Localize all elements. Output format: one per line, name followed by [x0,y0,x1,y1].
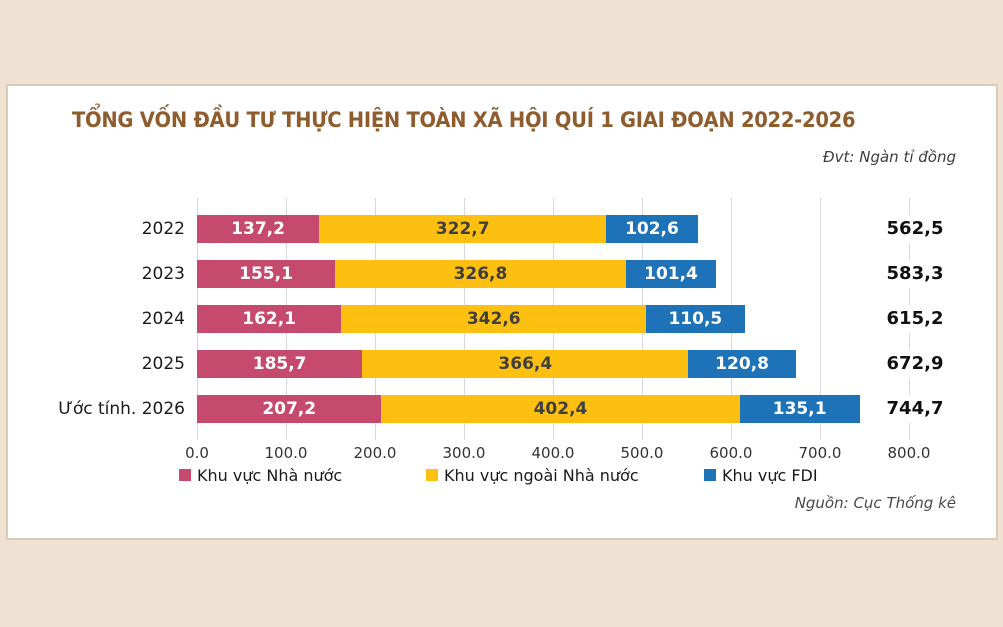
bar-segment: 366,4 [362,350,689,378]
bar-segment: 322,7 [319,215,607,243]
bar-segment: 402,4 [381,395,740,423]
total-label: 744,7 [869,395,961,423]
unit-note: Đvt: Ngàn tỉ đồng [823,148,956,166]
chart-panel: TỔNG VỐN ĐẦU TƯ THỰC HIỆN TOÀN XÃ HỘI QU… [6,84,998,540]
x-axis-tick-label: 300.0 [442,444,486,462]
bar-value-label: 366,4 [498,354,553,374]
legend-item: Khu vực ngoài Nhà nước [426,465,639,485]
total-label: 562,5 [869,215,961,243]
category-label: 2024 [141,309,185,329]
bar-segment: 101,4 [625,260,717,288]
legend-swatch-icon [179,469,191,481]
category-label: 2025 [141,354,185,374]
bar-value-label: 120,8 [715,354,769,374]
total-label: 583,3 [869,260,961,288]
legend-swatch-icon [704,469,716,481]
legend-item: Khu vực Nhà nước [179,465,343,485]
bar-segment: 110,5 [646,305,745,333]
bar-segment: 185,7 [197,350,363,378]
x-axis-tick-label: 700.0 [798,444,842,462]
bar-value-label: 342,6 [466,309,521,329]
total-label: 672,9 [869,350,961,378]
bar-segment: 137,2 [197,215,320,243]
x-axis-tick-label: 800.0 [887,444,931,462]
legend-label: Khu vực ngoài Nhà nước [444,465,639,485]
bar-segment: 102,6 [606,215,698,243]
bar-value-label: 102,6 [625,219,679,239]
source-note: Nguồn: Cục Thống kê [794,494,956,512]
category-label: 2023 [141,264,185,284]
x-axis-tick-label: 200.0 [353,444,397,462]
bar-value-label: 135,1 [772,399,827,419]
x-axis-tick-label: 0.0 [185,444,209,462]
bar-value-label: 155,1 [239,264,293,284]
legend-label: Khu vực Nhà nước [197,465,343,485]
bar-segment: 135,1 [739,395,860,423]
bar-value-label: 137,2 [231,219,285,239]
bar-value-label: 185,7 [252,354,307,374]
category-label: Ước tính. 2026 [58,399,185,419]
bar-segment: 207,2 [197,395,382,423]
x-axis-tick-label: 600.0 [709,444,753,462]
bar-value-label: 322,7 [435,219,490,239]
total-label: 615,2 [869,305,961,333]
category-label: 2022 [141,219,185,239]
bar-value-label: 207,2 [262,399,317,419]
bar-segment: 120,8 [688,350,796,378]
gridline [820,198,821,440]
bar-segment: 342,6 [341,305,647,333]
bar-value-label: 402,4 [533,399,588,419]
bar-segment: 155,1 [197,260,336,288]
x-axis-tick-label: 500.0 [620,444,664,462]
bar-value-label: 101,4 [644,264,698,284]
bar-value-label: 162,1 [242,309,297,329]
x-axis-tick-label: 100.0 [264,444,308,462]
plot-area: 2022 137,2 322,7 102,6 562,5 2023 155,1 326,8 10… [8,86,1000,542]
bar-value-label: 326,8 [453,264,508,284]
legend-swatch-icon [426,469,438,481]
bar-value-label: 110,5 [668,309,723,329]
bar-segment: 326,8 [335,260,626,288]
legend-item: Khu vực FDI [704,465,818,485]
chart-title: TỔNG VỐN ĐẦU TƯ THỰC HIỆN TOÀN XÃ HỘI QU… [72,108,856,132]
legend-label: Khu vực FDI [722,465,818,485]
x-axis-tick-label: 400.0 [531,444,575,462]
bar-segment: 162,1 [197,305,342,333]
